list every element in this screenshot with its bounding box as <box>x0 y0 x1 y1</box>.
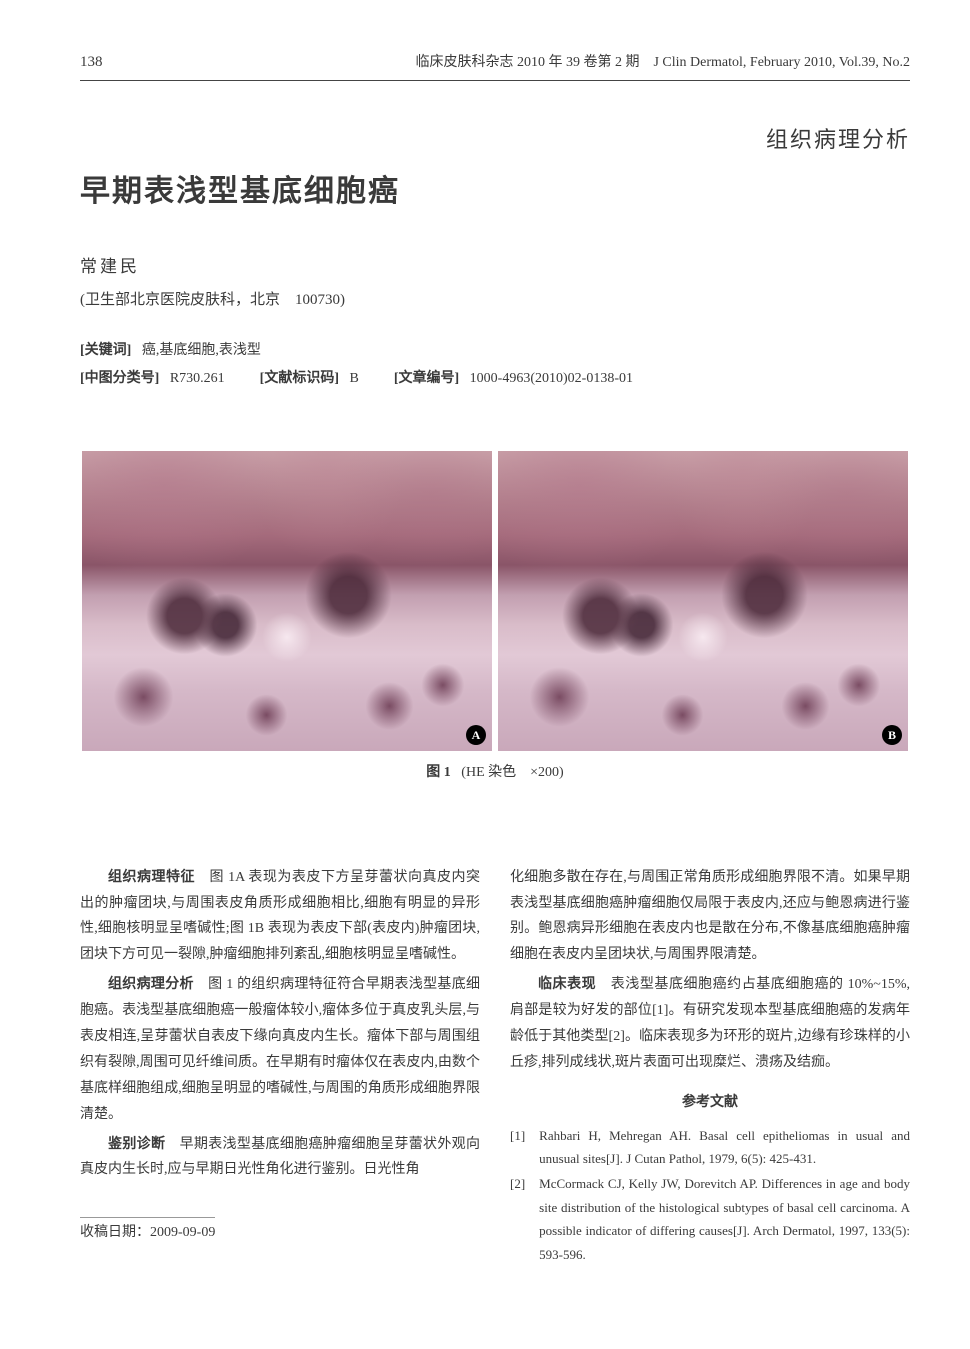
ref-num-1: [1] <box>510 1124 525 1171</box>
classification-row: [中图分类号] R730.261 [文献标识码] B [文章编号] 1000-4… <box>80 367 910 391</box>
figure-caption: 图 1 (HE 染色 ×200) <box>80 761 910 785</box>
page-number: 138 <box>80 50 103 76</box>
keywords-value: 癌,基底细胞,表浅型 <box>142 343 261 358</box>
journal-en: J Clin Dermatol, February 2010, Vol.39, … <box>653 55 910 70</box>
ref-num-2: [2] <box>510 1172 525 1266</box>
reference-1: [1] Rahbari H, Mehregan AH. Basal cell e… <box>510 1124 910 1171</box>
left-column: 组织病理特征 图 1A 表现为表皮下方呈芽蕾状向真皮内突出的肿瘤团块,与周围表皮… <box>80 865 480 1268</box>
figure-badge-b: B <box>882 725 902 745</box>
doccode-label: [文献标识码] <box>260 371 339 386</box>
doccode-value: B <box>350 371 359 386</box>
para-differential: 鉴别诊断 早期表浅型基底细胞癌肿瘤细胞呈芽蕾状外观向真皮内生长时,应与早期日光性… <box>80 1132 480 1184</box>
clc-value: R730.261 <box>170 371 225 386</box>
author-name: 常建民 <box>80 253 910 282</box>
received-label: 收稿日期： <box>80 1225 150 1240</box>
page: 138 临床皮肤科杂志 2010 年 39 卷第 2 期 J Clin Derm… <box>0 0 970 1308</box>
section-label: 组织病理分析 <box>80 121 910 158</box>
keywords-row: [关键词] 癌,基底细胞,表浅型 <box>80 339 910 363</box>
para-clinical: 临床表现 表浅型基底细胞癌约占基底细胞癌的 10%~15%,肩部是较为好发的部位… <box>510 972 910 1076</box>
figure-label: 图 1 <box>426 765 451 780</box>
reference-2: [2] McCormack CJ, Kelly JW, Dorevitch AP… <box>510 1172 910 1266</box>
running-header: 138 临床皮肤科杂志 2010 年 39 卷第 2 期 J Clin Derm… <box>80 50 910 81</box>
body-text: 组织病理特征 图 1A 表现为表皮下方呈芽蕾状向真皮内突出的肿瘤团块,与周围表皮… <box>80 865 910 1268</box>
right-column: 化细胞多散在存在,与周围正常角质形成细胞界限不清。如果早期表浅型基底细胞癌肿瘤细… <box>510 865 910 1268</box>
text-p2: 图 1 的组织病理特征符合早期表浅型基底细胞癌。表浅型基底细胞癌一般瘤体较小,瘤… <box>80 977 480 1121</box>
figure-pair: A B <box>80 451 910 751</box>
article-id-value: 1000-4963(2010)02-0138-01 <box>470 371 633 386</box>
ref-text-1: Rahbari H, Mehregan AH. Basal cell epith… <box>539 1124 910 1171</box>
clc-label: [中图分类号] <box>80 371 159 386</box>
keywords-label: [关键词] <box>80 343 131 358</box>
references-heading: 参考文献 <box>510 1090 910 1116</box>
article-title: 早期表浅型基底细胞癌 <box>80 166 910 217</box>
figure-caption-text: (HE 染色 ×200) <box>461 765 563 780</box>
received-value: 2009-09-09 <box>150 1225 215 1240</box>
article-id-label: [文章编号] <box>394 371 459 386</box>
ref-text-2: McCormack CJ, Kelly JW, Dorevitch AP. Di… <box>539 1172 910 1266</box>
heading-clinical: 临床表现 <box>538 977 596 992</box>
journal-info: 临床皮肤科杂志 2010 年 39 卷第 2 期 J Clin Dermatol… <box>415 51 910 75</box>
heading-analysis: 组织病理分析 <box>108 977 194 992</box>
para-histology-features: 组织病理特征 图 1A 表现为表皮下方呈芽蕾状向真皮内突出的肿瘤团块,与周围表皮… <box>80 865 480 969</box>
figure-badge-a: A <box>466 725 486 745</box>
heading-differential: 鉴别诊断 <box>108 1137 165 1152</box>
heading-features: 组织病理特征 <box>108 870 195 885</box>
author-affiliation: (卫生部北京医院皮肤科，北京 100730) <box>80 288 910 314</box>
figure-1: A B 图 1 (HE 染色 ×200) <box>80 451 910 785</box>
journal-cn: 临床皮肤科杂志 2010 年 39 卷第 2 期 <box>415 55 639 70</box>
para-histology-analysis: 组织病理分析 图 1 的组织病理特征符合早期表浅型基底细胞癌。表浅型基底细胞癌一… <box>80 972 480 1127</box>
received-date: 收稿日期：2009-09-09 <box>80 1217 215 1246</box>
figure-1a-image: A <box>82 451 492 751</box>
para-differential-cont: 化细胞多散在存在,与周围正常角质形成细胞界限不清。如果早期表浅型基底细胞癌肿瘤细… <box>510 865 910 969</box>
figure-1b-image: B <box>498 451 908 751</box>
